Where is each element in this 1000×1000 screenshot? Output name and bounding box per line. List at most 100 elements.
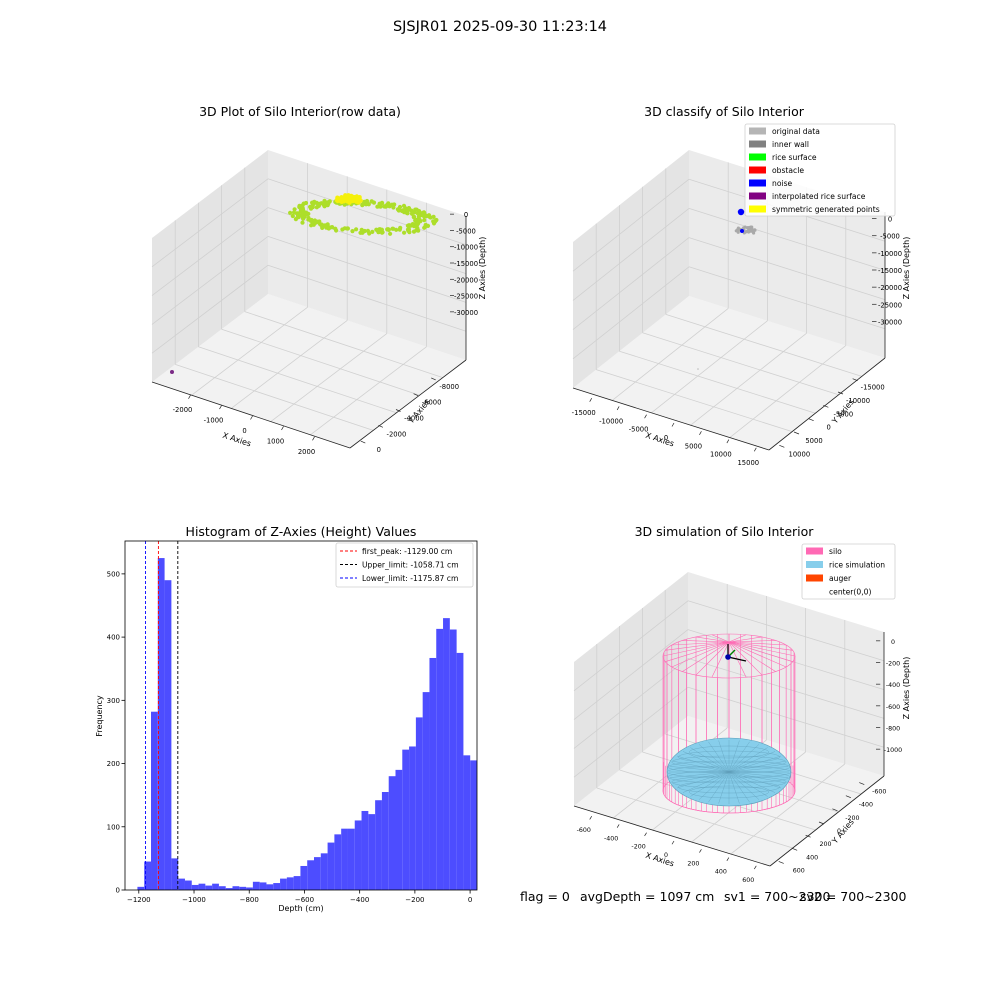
sv2-status: sv2 = 700~2300 (800, 889, 907, 904)
simulation-x-axis-label: X Axies (644, 851, 675, 869)
simulation-y-tick-label: 600 (793, 867, 805, 874)
raw-z-tick-label: -15000 (454, 260, 478, 268)
histogram-bar (252, 881, 260, 890)
classify-x-tick-mark (644, 414, 647, 419)
raw-surface-point (370, 229, 375, 234)
raw-surface-point (369, 199, 374, 204)
histogram-bar (280, 878, 287, 890)
silo-roof-line (711, 641, 730, 678)
simulation-z-tick-label: 0 (891, 639, 895, 646)
histogram-bar (456, 652, 464, 890)
histogram-title: Histogram of Z-Axies (Height) Values (186, 524, 417, 539)
raw-surface-point (405, 223, 410, 228)
figure-title: SJSJR01 2025-09-30 11:23:14 (393, 19, 607, 35)
classify-z-tick-label: -25000 (878, 301, 902, 309)
histogram-bar (307, 860, 314, 890)
raw-surface-point (388, 231, 393, 236)
flag-status: flag = 0 (520, 889, 570, 904)
classify-legend-swatch (749, 127, 766, 135)
simulation-legend: silo rice simulation auger center(0,0) (801, 543, 896, 600)
classify-legend-label: original data (772, 127, 820, 136)
simulation-x-tick-label: 200 (687, 860, 699, 867)
silo-roof-line (728, 640, 776, 643)
raw-y-tick-label: -2000 (387, 430, 407, 438)
histogram-bar (368, 814, 376, 890)
histogram-bar (198, 883, 206, 890)
raw-top-point (335, 195, 340, 200)
raw-grid (151, 163, 467, 436)
silo-roof-line (728, 641, 793, 662)
histogram-bar (395, 769, 403, 890)
raw-surface-point (364, 198, 370, 204)
classify-z-tick-label: 0 (888, 216, 892, 224)
histogram-frame (124, 540, 478, 891)
raw-surface-point (380, 230, 385, 235)
raw-x-axis-label: X Axies (221, 431, 252, 449)
classify-side-pane (573, 150, 689, 388)
raw-top-point (335, 198, 340, 204)
raw-surface-point (315, 219, 320, 224)
raw-y-tick-label: -8000 (439, 383, 459, 391)
histogram-bar (314, 857, 321, 890)
raw-surface-point (402, 230, 407, 235)
raw-top-point (339, 199, 344, 204)
raw-plot-title: 3D Plot of Silo Interior(row data) (199, 104, 401, 119)
histogram-bar (320, 853, 328, 890)
classify-legend-swatch (749, 166, 766, 174)
histogram-bar (259, 882, 267, 890)
raw-surface-point (385, 227, 390, 232)
histogram-bar (375, 800, 382, 890)
raw-x-tick-label: 2000 (298, 448, 315, 456)
classify-y-tick-label: 10000 (789, 450, 811, 458)
raw-x-tick-mark (188, 395, 191, 399)
histogram-y-axis-label: Frequency (95, 695, 104, 737)
histogram-bar (171, 858, 179, 890)
silo-roof-line (695, 636, 730, 643)
classify-z-tick-label: -5000 (880, 233, 900, 241)
simulation-y-tick-label: -200 (845, 815, 859, 822)
classify-axis-lines (572, 212, 886, 451)
simulation-x-tick-mark (726, 857, 730, 862)
raw-surface-point (378, 204, 383, 209)
raw-y-tick-mark (378, 424, 384, 428)
simulation-z-tick-label: -400 (886, 682, 900, 689)
simulation-x-tick-mark (616, 824, 620, 828)
silo-roof-line (671, 641, 730, 668)
silo-roof-line (728, 636, 763, 643)
simulation-y-tick-mark (778, 861, 784, 864)
classify-3d-plot: 3D classify of Silo Interior-15000-10000… (572, 104, 911, 467)
classify-y-tick-mark (779, 445, 785, 448)
classify-x-tick-mark (726, 439, 730, 444)
raw-surface-point (314, 205, 319, 210)
silo-simulation-3d-plot: 3D simulation of Silo Interior-600-400-2… (573, 524, 911, 884)
classify-x-tick-mark (589, 397, 593, 402)
silo-roof-line (728, 641, 787, 668)
raw-surface-point (434, 217, 439, 223)
raw-surface-point (420, 213, 425, 218)
histogram-y-tick-label: 0 (116, 887, 120, 895)
raw-z-tick-label: -20000 (454, 276, 478, 284)
simulation-y-tick-label: 200 (820, 841, 832, 848)
raw-surface-point (413, 207, 418, 212)
histogram-legend-frame (335, 542, 474, 588)
histogram-x-tick-label: −800 (240, 896, 259, 904)
raw-surface-point (308, 206, 314, 211)
histogram-bar (205, 885, 213, 890)
histogram-bar (436, 628, 444, 890)
simulation-legend-swatch (806, 574, 823, 582)
classify-stray-point (697, 368, 699, 370)
raw-surface-point (423, 224, 428, 229)
classify-legend-label: noise (772, 179, 793, 188)
classify-original-point (751, 229, 755, 233)
classify-legend-label: obstacle (772, 166, 804, 175)
simulation-x-tick-mark (753, 865, 757, 870)
raw-surface-point (374, 227, 379, 232)
raw-surface-point (306, 215, 311, 220)
simulation-x-tick-label: -200 (631, 844, 645, 851)
raw-side-pane (152, 150, 268, 382)
raw-surface-point (292, 207, 297, 212)
histogram-bar (164, 580, 172, 890)
histogram-bar (409, 746, 416, 890)
classify-original-point (750, 225, 754, 229)
raw-x-tick-label: 0 (242, 427, 246, 435)
